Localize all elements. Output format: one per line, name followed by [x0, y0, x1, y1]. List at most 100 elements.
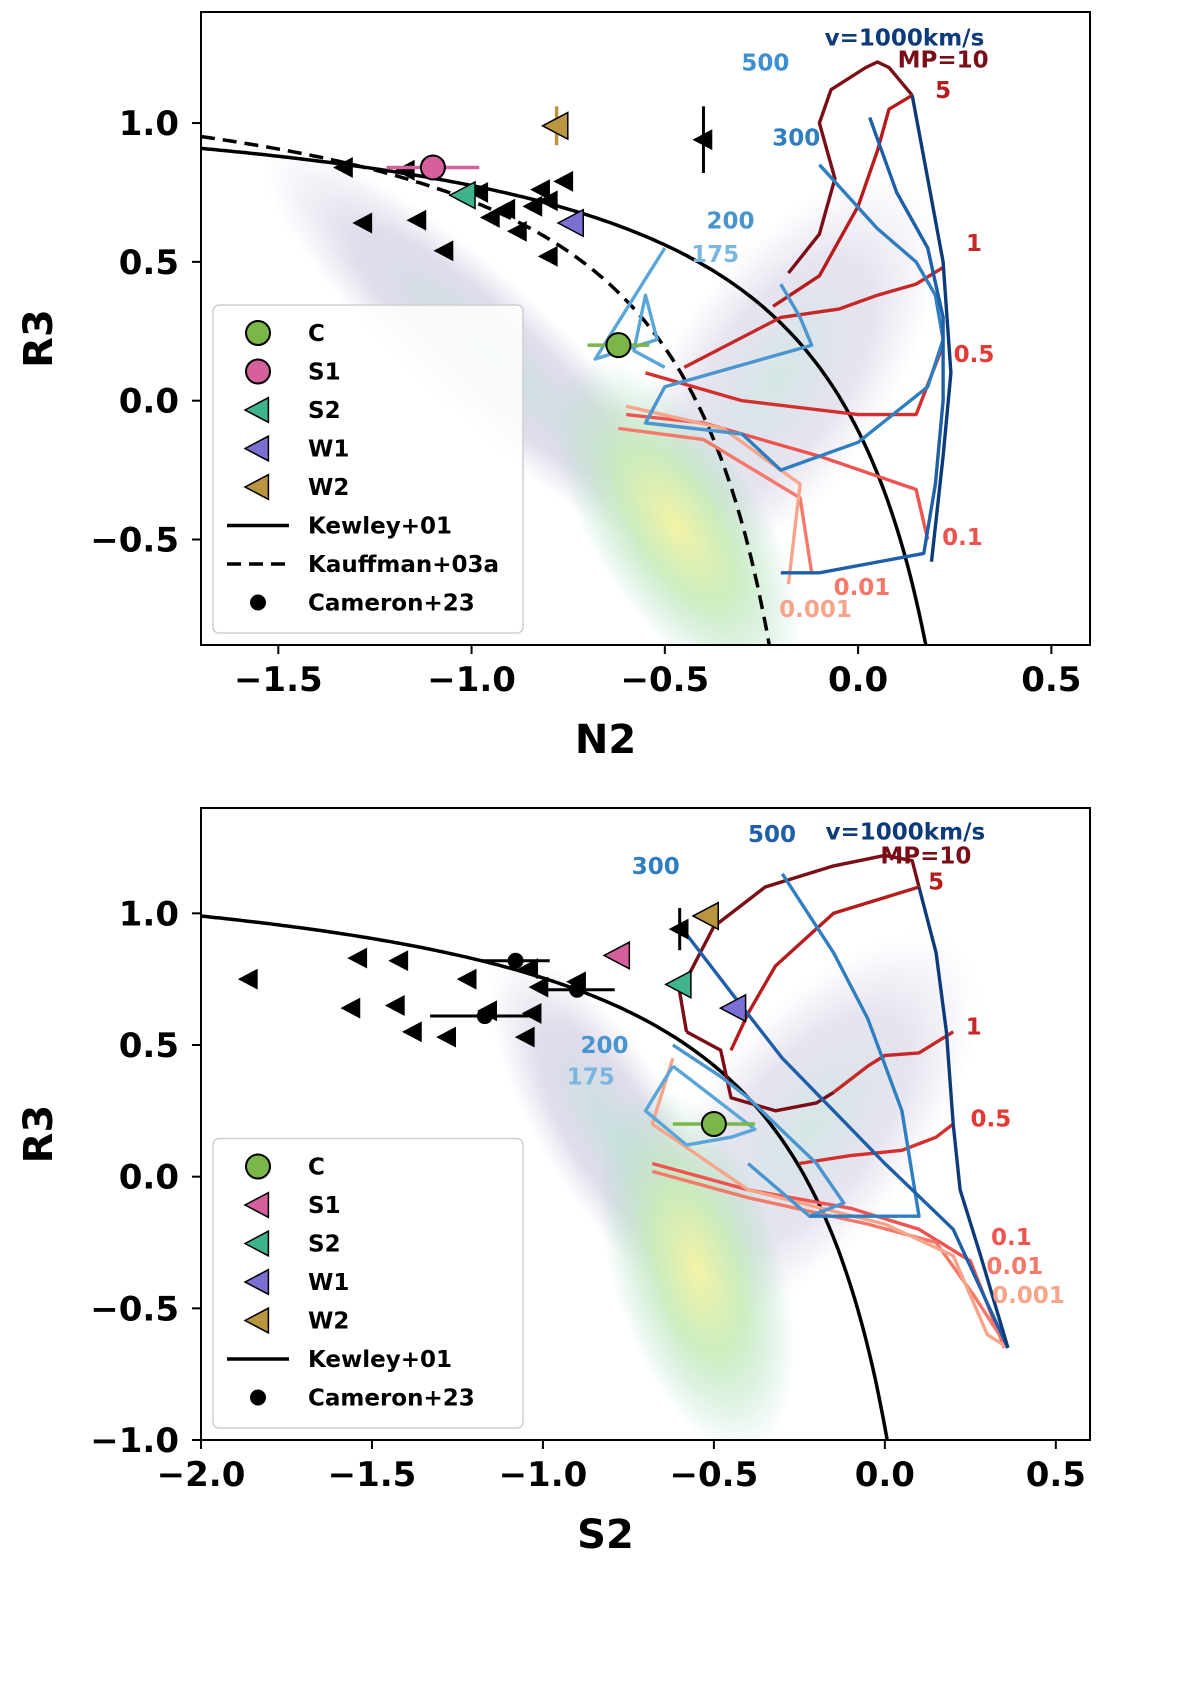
legend-marker-s2 — [243, 396, 270, 424]
cameron-triangle — [692, 129, 713, 151]
grid-label: 0.01 — [834, 575, 891, 601]
cameron-triangle — [340, 997, 361, 1019]
model-grid-line — [772, 93, 914, 308]
model-grid-line — [910, 94, 953, 562]
model-grid-line — [787, 60, 914, 275]
point-s2 — [664, 969, 692, 999]
cameron-triangle — [388, 950, 409, 972]
model-grid-line — [780, 116, 945, 575]
legend-label: S1 — [308, 1193, 341, 1219]
point-c — [605, 332, 632, 359]
density-core — [551, 358, 802, 645]
grid-label: 175 — [567, 1065, 615, 1091]
grid-label: 300 — [632, 854, 680, 880]
kewley-line — [201, 914, 889, 1440]
legend-label: S1 — [308, 360, 341, 386]
cameron-dot — [569, 981, 586, 998]
grid-label: 1 — [966, 231, 982, 257]
y-tick-label: −0.5 — [90, 521, 179, 561]
legend-marker-dot — [250, 594, 266, 611]
point-w1 — [718, 993, 747, 1023]
cameron-triangle — [537, 190, 558, 212]
grid-label: MP=10 — [880, 843, 971, 869]
x-tick-label: 0.0 — [828, 660, 888, 700]
legend-marker-c — [245, 1153, 271, 1180]
legend-label: Kewley+01 — [308, 1347, 452, 1373]
legend-label: S2 — [308, 398, 341, 424]
point-w2 — [540, 111, 569, 141]
cameron-triangle — [522, 195, 543, 217]
legend-label: S2 — [308, 1232, 341, 1258]
x-tick-label: −1.0 — [427, 660, 516, 700]
y-tick-label: 1.0 — [119, 104, 179, 144]
grid-label: 500 — [741, 50, 789, 76]
point-w1 — [556, 208, 585, 238]
cameron-triangle — [433, 240, 454, 262]
x-tick-label: −1.0 — [499, 1455, 588, 1495]
grid-label: v=1000km/s — [825, 25, 985, 51]
y-tick-label: 1.0 — [119, 894, 179, 934]
cameron-triangle — [456, 968, 477, 990]
legend-label: W1 — [308, 1270, 349, 1296]
legend-marker-w1 — [243, 1268, 270, 1296]
grid-label: 0.001 — [992, 1283, 1065, 1309]
model-grid-line — [618, 426, 814, 574]
grid-label: 0.1 — [991, 1225, 1032, 1251]
cameron-triangle — [237, 968, 258, 990]
legend-label: Kewley+01 — [308, 514, 452, 540]
legend-label: W2 — [308, 1309, 349, 1335]
x-tick-label: −0.5 — [670, 1455, 759, 1495]
grid-label: 0.01 — [986, 1254, 1043, 1280]
grid-label: 0.1 — [942, 525, 983, 551]
grid-label: 5 — [935, 78, 951, 104]
cameron-triangle — [514, 1026, 535, 1048]
cameron-triangle — [528, 976, 549, 998]
legend-marker-dot — [250, 1389, 266, 1406]
grid-label: 175 — [691, 242, 739, 268]
legend-marker-s1 — [243, 1191, 270, 1219]
legend-box — [212, 1137, 524, 1429]
plot-area: v=1000km/sMP=105 500 300 200 175 1 0.5 0.1 0.01 0… — [201, 820, 1065, 1440]
legend-marker-c — [245, 320, 271, 346]
x-tick-label: −1.5 — [328, 1455, 417, 1495]
cameron-triangle — [436, 1026, 456, 1048]
cameron-triangle — [347, 947, 368, 969]
legend-marker-w2 — [243, 473, 270, 501]
legend: C S1 S2 W1 W2 Kewley+01 Kauffman+03a Cameron+23 — [212, 304, 524, 634]
model-grid-line — [799, 1122, 955, 1166]
cameron-dot — [507, 952, 524, 969]
model-grid-line — [683, 265, 944, 369]
model-grid-line — [671, 1043, 846, 1218]
legend-marker-s1 — [245, 358, 271, 385]
y-tick-label: 0.0 — [119, 382, 179, 422]
grid-label: 200 — [707, 209, 755, 235]
y-axis-label: R3 — [16, 1105, 62, 1164]
cameron-triangle — [384, 995, 405, 1016]
grid-label: 1 — [966, 1014, 982, 1040]
legend-label: Kauffman+03a — [308, 552, 499, 578]
cameron-triangle — [521, 1002, 542, 1024]
cameron-triangle — [333, 157, 353, 178]
x-tick-label: −0.5 — [620, 660, 709, 700]
model-grid-line — [625, 404, 802, 585]
point-s1 — [419, 154, 446, 181]
model-grid-line — [650, 1057, 1009, 1350]
axes-frame — [200, 807, 1091, 1441]
cameron-triangle — [495, 198, 516, 220]
grid-label: 5 — [928, 870, 944, 896]
cameron-triangle — [352, 212, 373, 234]
y-tick-label: −1.0 — [90, 1421, 179, 1461]
y-axis-label: R3 — [16, 309, 62, 368]
cameron-triangle — [530, 179, 550, 201]
legend-label: C — [308, 1155, 325, 1181]
legend-marker-w2 — [243, 1306, 270, 1335]
cameron-triangle — [406, 209, 427, 231]
x-axis-label: S2 — [577, 1512, 634, 1558]
kauffman-line — [201, 134, 772, 645]
legend-label: Cameron+23 — [308, 591, 475, 617]
model-grid-line — [917, 886, 1010, 1349]
cameron-triangle — [668, 918, 689, 940]
